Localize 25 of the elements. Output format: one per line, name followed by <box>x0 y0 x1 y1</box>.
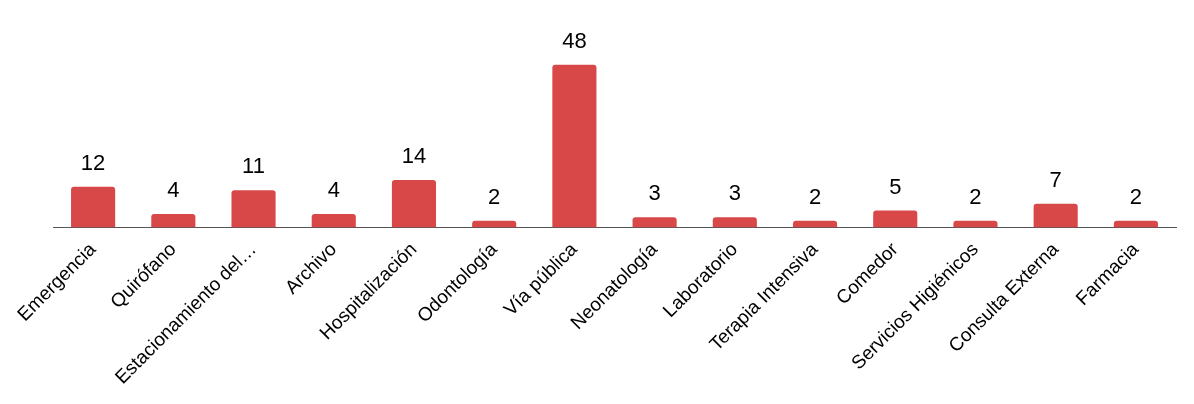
bar <box>953 220 998 228</box>
data-label: 2 <box>808 183 822 209</box>
data-label: 5 <box>889 173 902 199</box>
bar <box>552 64 597 228</box>
data-label: 4 <box>327 176 340 202</box>
data-label: 7 <box>1049 166 1062 192</box>
data-label: 2 <box>1129 183 1143 209</box>
data-label: 2 <box>969 183 982 209</box>
bar <box>1033 203 1078 228</box>
bar <box>632 217 677 228</box>
bar <box>391 180 437 228</box>
data-label: 3 <box>648 180 661 206</box>
bar <box>151 213 196 228</box>
data-label: 12 <box>80 149 106 175</box>
data-label: 3 <box>728 180 741 206</box>
bar <box>71 186 116 228</box>
data-label: 11 <box>242 153 265 179</box>
bar <box>311 213 356 228</box>
bar <box>231 190 276 228</box>
data-label: 2 <box>488 183 501 209</box>
data-label: 48 <box>562 27 587 53</box>
bar <box>712 217 757 228</box>
bar <box>873 210 918 228</box>
data-label: 4 <box>167 176 180 202</box>
data-label: 14 <box>401 143 427 169</box>
